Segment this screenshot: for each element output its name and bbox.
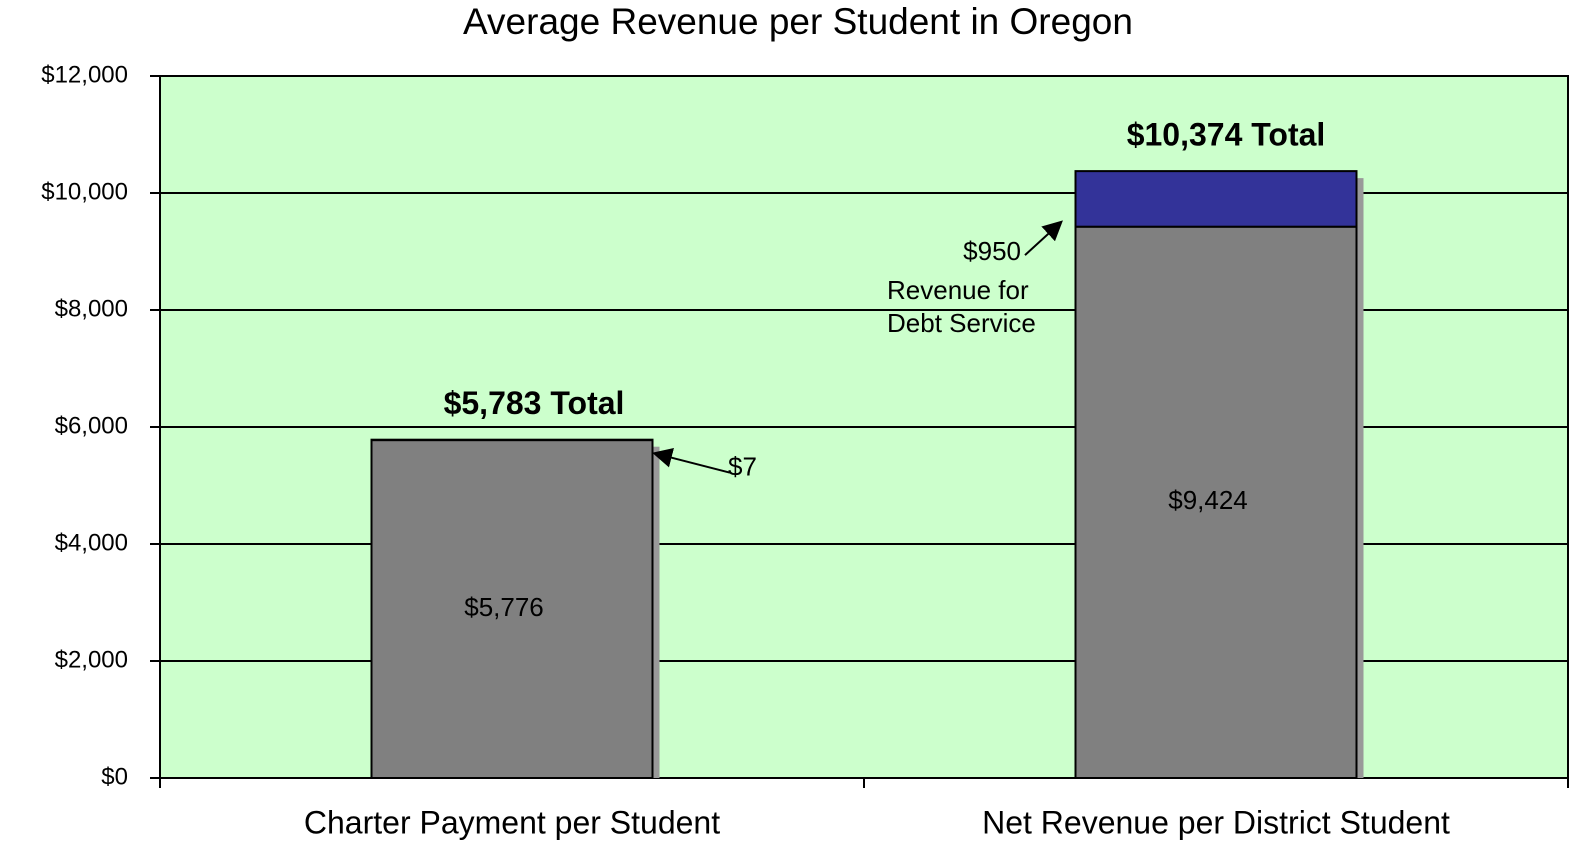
value-label: $7	[728, 452, 757, 482]
bar-segment	[370, 439, 654, 779]
value-label: $950	[963, 236, 1021, 266]
total-label: $5,783 Total	[444, 385, 625, 421]
bar-segment	[1074, 170, 1358, 228]
y-tick-label: $8,000	[55, 295, 128, 322]
y-tick-label: $4,000	[55, 529, 128, 556]
annotation: Debt Service	[887, 308, 1036, 338]
total-label: $10,374 Total	[1127, 117, 1326, 153]
y-tick-label: $2,000	[55, 646, 128, 673]
y-tick-label: $10,000	[41, 178, 128, 205]
x-tick-label: Charter Payment per Student	[304, 804, 720, 840]
y-tick-label: $6,000	[55, 412, 128, 439]
value-label: $9,424	[1168, 485, 1248, 515]
arrow	[1024, 220, 1063, 256]
y-tick-label: $12,000	[41, 61, 128, 88]
value-label: $5,776	[464, 592, 544, 622]
x-tick-label: Net Revenue per District Student	[982, 804, 1450, 840]
arrow	[652, 447, 731, 474]
annotation: Revenue for	[887, 275, 1029, 305]
chart-title: Average Revenue per Student in Oregon	[463, 1, 1133, 42]
bar-segment	[1074, 225, 1358, 780]
y-tick-label: $0	[101, 763, 128, 790]
